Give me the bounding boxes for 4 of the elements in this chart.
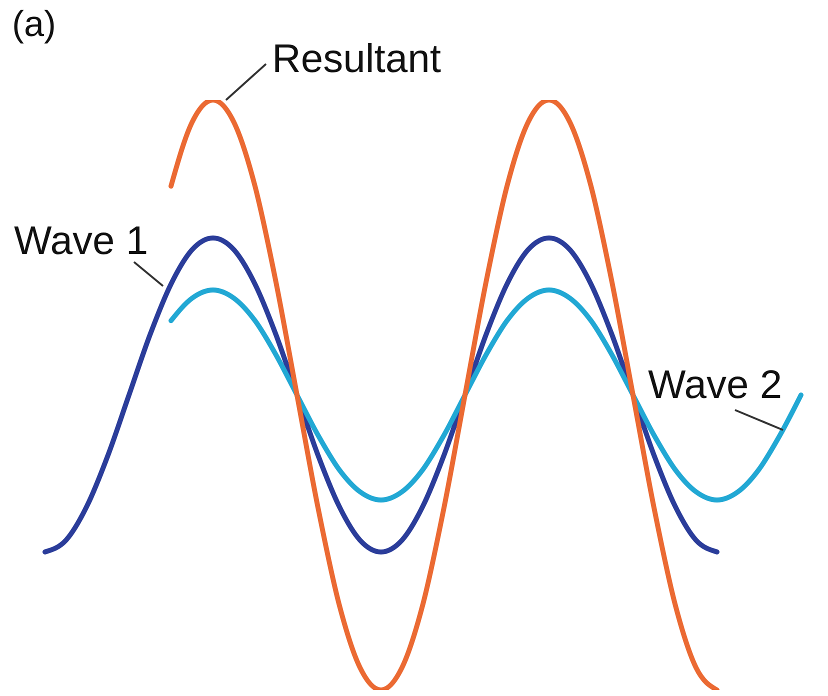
series-label: Resultant [272,37,441,81]
series-label: Wave 2 [648,363,782,407]
chart-title: (a) [12,3,56,44]
series-label: Wave 1 [14,219,148,263]
